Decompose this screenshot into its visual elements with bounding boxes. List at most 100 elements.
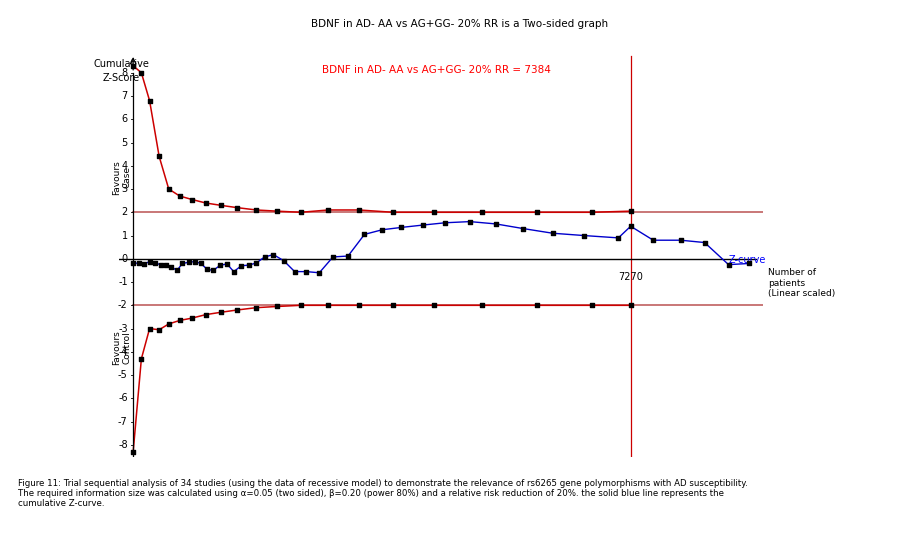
Point [134,354,149,363]
Text: 6: 6 [121,114,128,124]
Text: 0: 0 [121,254,128,264]
Text: 2: 2 [121,207,128,217]
Point [742,259,756,268]
Text: 5: 5 [121,138,128,147]
Point [213,201,228,210]
Point [159,261,174,270]
Point [325,252,340,261]
Point [187,257,202,266]
Text: Cumulative: Cumulative [94,59,150,69]
Point [199,310,213,319]
Point [170,266,185,275]
Point [173,316,187,325]
Point [299,267,313,276]
Point [185,314,199,322]
Point [152,152,166,161]
Point [321,301,335,310]
Point [584,208,599,217]
Point [199,199,213,207]
Point [577,231,592,240]
Point [142,324,157,333]
Point [126,62,141,70]
Point [352,301,367,310]
Point [529,208,544,217]
Point [584,301,599,310]
Point [321,206,335,214]
Point [212,261,227,270]
Point [312,268,326,277]
Point [181,258,196,267]
Text: Favours
Case: Favours Case [112,160,131,195]
Point [249,303,264,312]
Point [462,217,477,226]
Point [142,96,157,105]
Text: -4: -4 [118,347,128,357]
Text: -8: -8 [118,440,128,450]
Text: BDNF in AD- AA vs AG+GG- 20% RR is a Two-sided graph: BDNF in AD- AA vs AG+GG- 20% RR is a Two… [311,19,608,29]
Point [142,257,157,266]
Point [165,262,179,271]
Text: Z-curve: Z-curve [729,255,766,265]
Point [153,260,168,269]
Point [242,261,256,270]
Text: 3: 3 [121,184,128,194]
Point [226,267,241,276]
Point [341,251,356,260]
Point [698,238,712,247]
Point [173,191,187,200]
Point [357,230,372,239]
Point [352,206,367,214]
Point [257,252,272,261]
Point [234,261,249,270]
Text: 8: 8 [121,68,128,78]
Point [437,218,452,227]
Point [394,223,409,232]
Point [199,265,214,274]
Point [152,326,166,334]
Point [415,221,430,229]
Point [427,301,442,310]
Text: -2: -2 [118,300,128,310]
Point [162,185,176,194]
Text: 7270: 7270 [618,272,643,282]
Point [475,301,490,310]
Point [277,256,291,265]
Point [269,302,284,311]
Point [623,222,638,230]
Point [293,301,308,310]
Point [386,301,401,310]
Point [126,448,141,456]
Point [646,236,661,245]
Text: -1: -1 [118,277,128,287]
Point [249,258,264,267]
Point [230,204,244,212]
Point [220,260,234,268]
Point [148,258,163,267]
Point [162,320,176,328]
Point [288,267,302,276]
Text: -7: -7 [118,416,128,427]
Point [623,207,638,216]
Point [213,308,228,317]
Point [206,266,221,275]
Text: Number of
patients
(Linear scaled): Number of patients (Linear scaled) [768,268,835,298]
Point [267,250,281,259]
Point [721,260,736,269]
Point [269,207,284,216]
Text: -5: -5 [118,370,128,380]
Point [516,224,530,233]
Point [230,306,244,315]
Point [674,236,688,245]
Point [293,208,308,217]
Text: 4: 4 [121,161,128,171]
Text: 7: 7 [121,91,128,101]
Point [375,226,390,234]
Point [489,219,504,228]
Point [249,206,264,214]
Point [623,301,638,310]
Point [126,259,141,268]
Point [529,301,544,310]
Text: -6: -6 [118,393,128,403]
Point [131,258,146,267]
Point [545,229,560,238]
